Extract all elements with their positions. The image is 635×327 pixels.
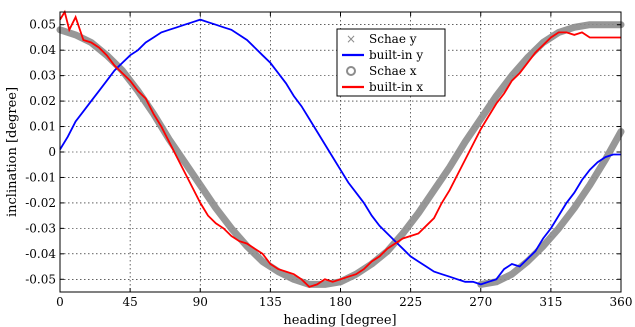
- legend-item-built-in-x: built-in x: [342, 80, 423, 94]
- x-tick-label: 225: [399, 295, 422, 309]
- x-tick-label: 180: [329, 295, 352, 309]
- legend-label: Schae x: [369, 64, 417, 78]
- x-tick-label: 135: [259, 295, 282, 309]
- x-axis-label: heading [degree]: [283, 313, 396, 327]
- legend-marker-circle: [346, 66, 356, 76]
- x-tick-label: 0: [56, 295, 64, 309]
- series-built-in-x-line: [59, 9, 621, 288]
- x-tick-label: 315: [539, 295, 562, 309]
- y-tick-label: -0.04: [25, 247, 56, 261]
- x-tick-label: 270: [469, 295, 492, 309]
- legend-label: Schae y: [369, 32, 417, 46]
- legend-label: built-in x: [369, 80, 423, 94]
- ticks-layer: 0 45 90 135 180 225 270 315 360 0.05 0.04 0.03 0.02 0…: [25, 12, 632, 309]
- legend-marker-x: ×: [346, 32, 356, 46]
- y-axis-label: inclination [degree]: [5, 87, 20, 217]
- y-tick-label: 0: [48, 145, 56, 159]
- y-tick-label: -0.01: [25, 170, 56, 184]
- legend-box: [336, 28, 446, 97]
- legend-item-schae-y: × Schae y: [346, 32, 417, 46]
- x-tick-label: 360: [610, 295, 633, 309]
- y-tick-label: 0.02: [29, 94, 56, 108]
- y-tick-label: 0.05: [29, 18, 56, 32]
- legend-item-schae-x: Schae x: [346, 64, 417, 78]
- y-tick-label: 0.03: [29, 69, 56, 83]
- legend-item-built-in-y: built-in y: [342, 48, 423, 62]
- series-built-in-y-line: [59, 18, 621, 286]
- x-tick-label: 90: [193, 295, 208, 309]
- y-tick-label: -0.03: [25, 221, 56, 235]
- legend-label: built-in y: [369, 48, 423, 62]
- y-tick-label: -0.02: [25, 196, 56, 210]
- y-tick-label: 0.04: [29, 43, 56, 57]
- series-schae-y-line: [477, 128, 625, 288]
- series-layer: [56, 9, 625, 288]
- y-tick-label: -0.05: [25, 272, 56, 286]
- y-tick-label: 0.01: [29, 120, 56, 134]
- x-tick-label: 45: [122, 295, 137, 309]
- legend: × Schae y built-in y Schae x built-in x: [336, 28, 446, 97]
